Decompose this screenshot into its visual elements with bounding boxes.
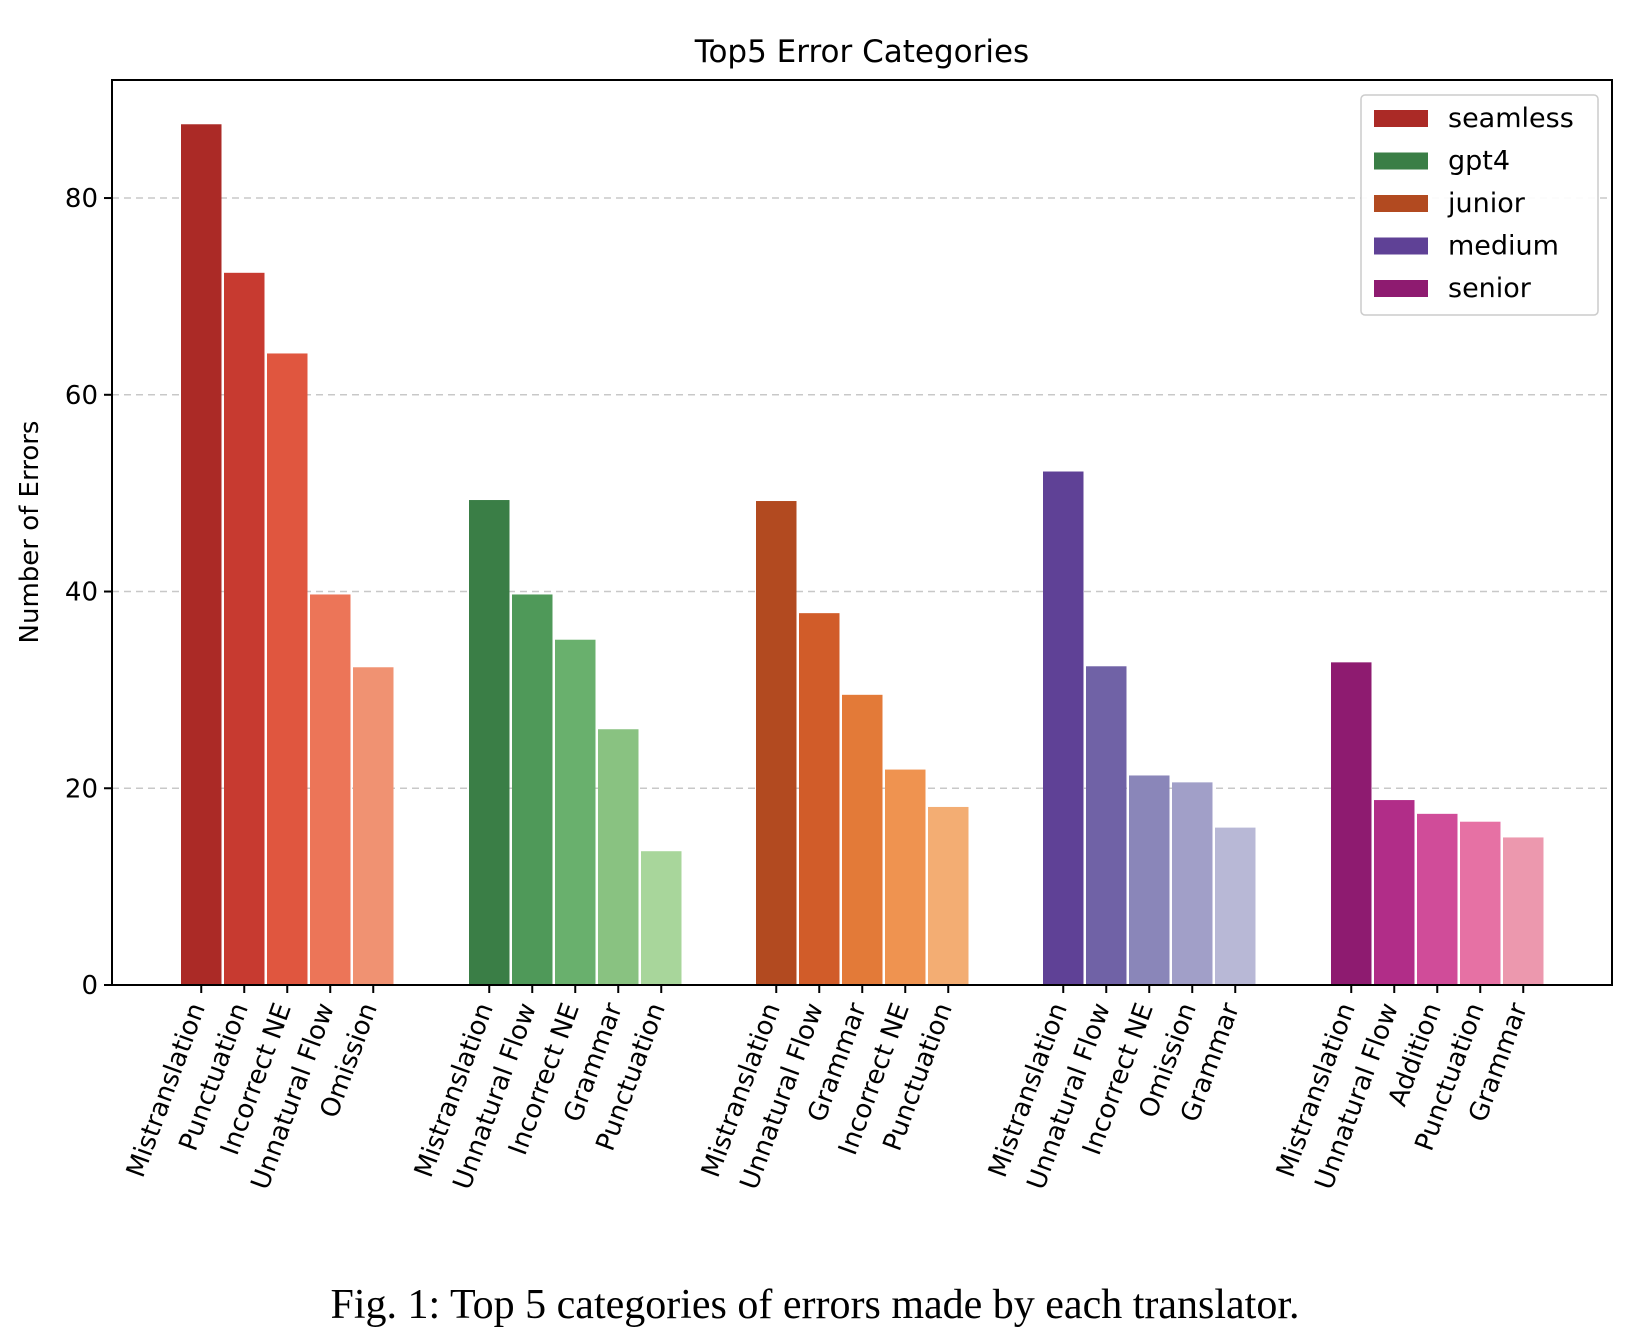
bar-senior-1 [1331,662,1372,985]
bar-medium-3 [1129,775,1170,985]
bar-senior-3 [1417,813,1458,985]
legend: seamless gpt4 junior medium senior [1360,94,1599,316]
legend-label-seamless: seamless [1448,103,1574,134]
bar-seamless-5 [353,667,394,985]
legend-label-gpt4: gpt4 [1448,146,1510,177]
bar-medium-2 [1086,666,1127,985]
bar-seamless-2 [224,272,265,986]
legend-swatch-medium [1374,237,1428,255]
bar-seamless-1 [181,124,222,986]
y-axis: 0 20 40 60 80 [65,184,112,1001]
bar-gpt4-3 [555,639,596,985]
bar-seamless-4 [310,594,351,985]
bar-medium-5 [1215,827,1256,985]
legend-label-junior: junior [1447,188,1526,219]
legend-swatch-junior [1374,195,1428,212]
bar-seamless-3 [267,353,308,985]
bar-senior-2 [1374,800,1415,985]
legend-label-medium: medium [1448,231,1559,262]
bar-senior-5 [1503,837,1544,985]
bar-medium-4 [1172,782,1213,985]
y-tick-label: 40 [65,578,98,608]
bar-gpt4-1 [469,500,510,985]
legend-swatch-seamless [1374,110,1428,127]
bar-gpt4-5 [641,851,682,985]
bar-junior-4 [885,769,926,985]
figure-caption: Fig. 1: Top 5 categories of errors made … [331,1282,1300,1328]
bars [181,124,1544,986]
bar-senior-4 [1460,821,1501,985]
bar-junior-5 [928,806,969,985]
y-tick-label: 80 [65,184,98,214]
legend-label-senior: senior [1448,273,1532,304]
legend-swatch-gpt4 [1374,152,1428,170]
y-axis-label: Number of Errors [15,421,45,644]
y-tick-label: 60 [65,381,98,411]
bar-junior-2 [799,613,840,985]
legend-frame [1360,94,1599,316]
bar-medium-1 [1043,471,1084,985]
chart-title: Top5 Error Categories [694,34,1029,70]
legend-swatch-senior [1374,280,1428,297]
bar-gpt4-2 [512,594,553,985]
bar-gpt4-4 [598,729,639,985]
y-tick-label: 0 [81,971,98,1001]
bar-junior-3 [842,694,883,985]
bar-junior-1 [756,501,797,985]
y-tick-label: 20 [65,774,98,804]
